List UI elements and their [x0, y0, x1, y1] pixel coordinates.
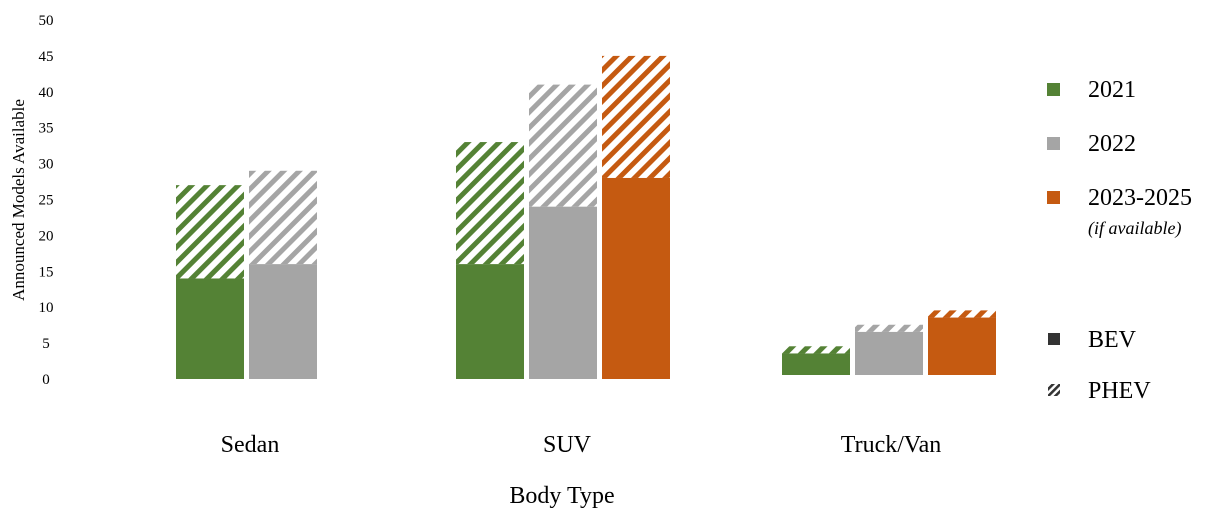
bar-bev: [176, 278, 244, 379]
bar-bev: [928, 317, 996, 375]
y-tick-label: 40: [39, 85, 54, 101]
category-label: Sedan: [221, 432, 280, 458]
y-axis-ticks: 0 5 10 15 20 25 30 35 40 45 50: [39, 13, 54, 388]
bar-phev: [176, 185, 244, 279]
y-tick-label: 35: [39, 121, 54, 137]
legend-swatch: [1047, 83, 1060, 96]
bar-phev: [249, 170, 317, 265]
bar-phev: [602, 55, 670, 178]
y-tick-label: 30: [39, 157, 54, 173]
bar-groups: [176, 55, 996, 379]
legend-swatch: [1047, 191, 1060, 204]
category-label: SUV: [543, 432, 592, 458]
legend-swatch: [1048, 333, 1060, 345]
y-tick-label: 5: [42, 336, 50, 352]
y-tick-label: 45: [39, 49, 54, 65]
y-tick-label: 15: [39, 264, 54, 280]
bar-bev: [456, 264, 524, 379]
bar-bev: [249, 264, 317, 379]
bar-bev: [782, 353, 850, 375]
bar-bev: [855, 331, 923, 375]
y-tick-label: 50: [39, 13, 54, 29]
y-tick-label: 20: [39, 228, 54, 244]
bar-bev: [529, 206, 597, 379]
bar-group-sedan: [176, 170, 317, 379]
category-label: Truck/Van: [841, 432, 941, 458]
legend-swatch: [1047, 137, 1060, 150]
y-tick-label: 25: [39, 193, 54, 209]
bar-phev: [529, 84, 597, 207]
legend-label: PHEV: [1088, 378, 1151, 404]
legend-note: (if available): [1088, 218, 1181, 239]
bar-phev: [928, 310, 996, 318]
legend-label: 2023-2025: [1088, 185, 1192, 211]
bar-phev: [782, 346, 850, 354]
bar-phev: [456, 142, 524, 265]
legend-label: 2021: [1088, 77, 1136, 103]
bar-group-suv: [456, 55, 670, 379]
legend-label: 2022: [1088, 131, 1136, 157]
x-axis-label: Body Type: [509, 483, 614, 509]
legend-label: BEV: [1088, 327, 1137, 353]
y-axis-label: Announced Models Available: [9, 99, 28, 301]
bar-bev: [602, 177, 670, 379]
category-labels: Sedan SUV Truck/Van: [221, 432, 942, 458]
bar-phev: [855, 324, 923, 332]
legend-swatch: [1048, 384, 1060, 396]
y-tick-label: 10: [39, 300, 54, 316]
bar-group-truck-van: [782, 310, 996, 375]
legend: 2021 2022 2023-2025 (if available) BEV PHEV: [1047, 77, 1192, 404]
y-tick-label: 0: [42, 372, 50, 388]
